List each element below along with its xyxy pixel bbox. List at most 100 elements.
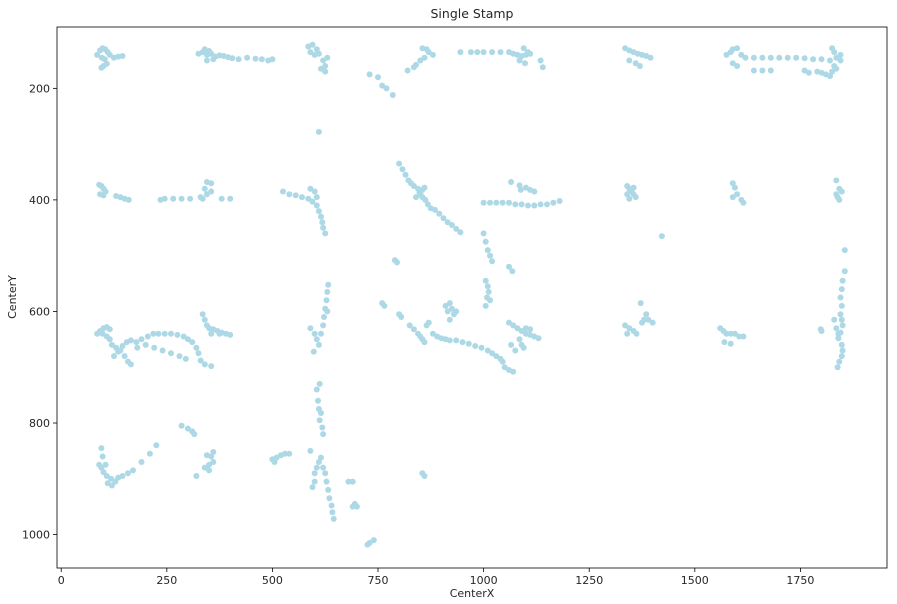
data-point bbox=[810, 56, 817, 63]
data-point bbox=[487, 199, 493, 206]
data-point bbox=[630, 184, 637, 191]
data-point bbox=[632, 194, 639, 201]
data-point bbox=[309, 484, 316, 491]
data-point bbox=[516, 57, 523, 64]
data-point bbox=[835, 335, 842, 342]
data-point bbox=[767, 54, 774, 61]
data-point bbox=[153, 442, 160, 449]
data-point bbox=[325, 281, 332, 288]
data-point bbox=[311, 470, 318, 477]
data-point bbox=[801, 55, 808, 62]
data-point bbox=[138, 459, 145, 465]
data-point bbox=[396, 160, 403, 167]
data-point bbox=[102, 461, 109, 468]
data-point bbox=[721, 339, 728, 346]
data-point bbox=[379, 82, 386, 89]
data-point bbox=[100, 192, 107, 199]
data-point bbox=[324, 54, 331, 61]
data-point bbox=[168, 330, 174, 337]
data-point bbox=[282, 450, 289, 457]
data-point bbox=[833, 191, 840, 198]
data-point bbox=[313, 194, 320, 201]
data-point bbox=[734, 45, 741, 52]
data-point bbox=[127, 361, 134, 368]
data-point bbox=[121, 353, 128, 360]
data-point bbox=[736, 333, 743, 340]
data-point bbox=[258, 56, 265, 63]
data-point bbox=[218, 195, 225, 202]
data-point bbox=[838, 188, 845, 195]
data-point bbox=[315, 128, 322, 135]
data-point bbox=[723, 330, 730, 337]
data-point bbox=[161, 330, 168, 337]
data-point bbox=[432, 206, 438, 213]
data-point bbox=[318, 454, 324, 461]
data-point bbox=[750, 67, 757, 74]
data-point bbox=[252, 55, 259, 62]
data-point bbox=[480, 230, 487, 237]
data-point bbox=[839, 322, 846, 329]
data-point bbox=[516, 336, 523, 343]
data-point bbox=[210, 56, 217, 63]
data-point bbox=[429, 330, 436, 337]
y-axis-label: CenterY bbox=[6, 275, 19, 319]
data-point bbox=[286, 191, 293, 198]
data-point bbox=[834, 364, 841, 371]
data-point bbox=[626, 57, 633, 64]
data-point bbox=[133, 339, 140, 346]
data-point bbox=[448, 222, 455, 228]
data-point bbox=[537, 57, 544, 64]
data-point bbox=[146, 450, 153, 457]
data-point bbox=[497, 49, 504, 56]
data-point bbox=[484, 283, 491, 290]
data-point bbox=[525, 202, 531, 209]
data-point bbox=[125, 196, 132, 203]
data-point bbox=[649, 319, 656, 326]
data-point bbox=[144, 333, 151, 340]
chart-title: Single Stamp bbox=[430, 6, 513, 21]
data-point bbox=[227, 195, 234, 202]
data-point bbox=[210, 459, 217, 465]
data-point bbox=[193, 473, 200, 479]
data-point bbox=[269, 56, 276, 63]
data-point bbox=[119, 473, 126, 479]
data-point bbox=[838, 302, 845, 309]
data-point bbox=[311, 188, 318, 195]
data-point bbox=[324, 308, 331, 315]
data-point bbox=[485, 288, 492, 295]
data-point bbox=[734, 191, 741, 198]
data-point bbox=[467, 49, 474, 56]
data-point bbox=[138, 336, 145, 343]
data-point bbox=[208, 363, 215, 370]
data-point bbox=[535, 335, 542, 342]
data-point bbox=[740, 199, 747, 206]
data-point bbox=[626, 325, 633, 332]
data-point bbox=[818, 56, 825, 63]
data-point bbox=[402, 171, 409, 178]
data-point bbox=[309, 41, 316, 48]
data-point bbox=[203, 57, 210, 64]
data-point bbox=[829, 45, 836, 52]
data-point bbox=[525, 49, 531, 56]
data-point bbox=[316, 417, 323, 424]
data-point bbox=[472, 343, 479, 349]
data-point bbox=[522, 60, 528, 67]
data-point bbox=[404, 67, 411, 74]
data-point bbox=[155, 330, 162, 337]
data-point bbox=[484, 347, 491, 354]
data-point bbox=[647, 54, 654, 61]
data-point bbox=[187, 195, 194, 202]
data-point bbox=[307, 447, 314, 454]
data-point bbox=[318, 213, 324, 220]
data-point bbox=[624, 191, 631, 198]
data-point bbox=[487, 252, 493, 259]
data-point bbox=[313, 46, 320, 53]
data-point bbox=[512, 201, 519, 208]
data-point bbox=[835, 330, 842, 337]
data-point bbox=[837, 57, 844, 64]
data-point bbox=[838, 286, 845, 293]
data-point bbox=[311, 330, 318, 337]
data-point bbox=[837, 294, 844, 301]
data-point bbox=[459, 339, 466, 346]
